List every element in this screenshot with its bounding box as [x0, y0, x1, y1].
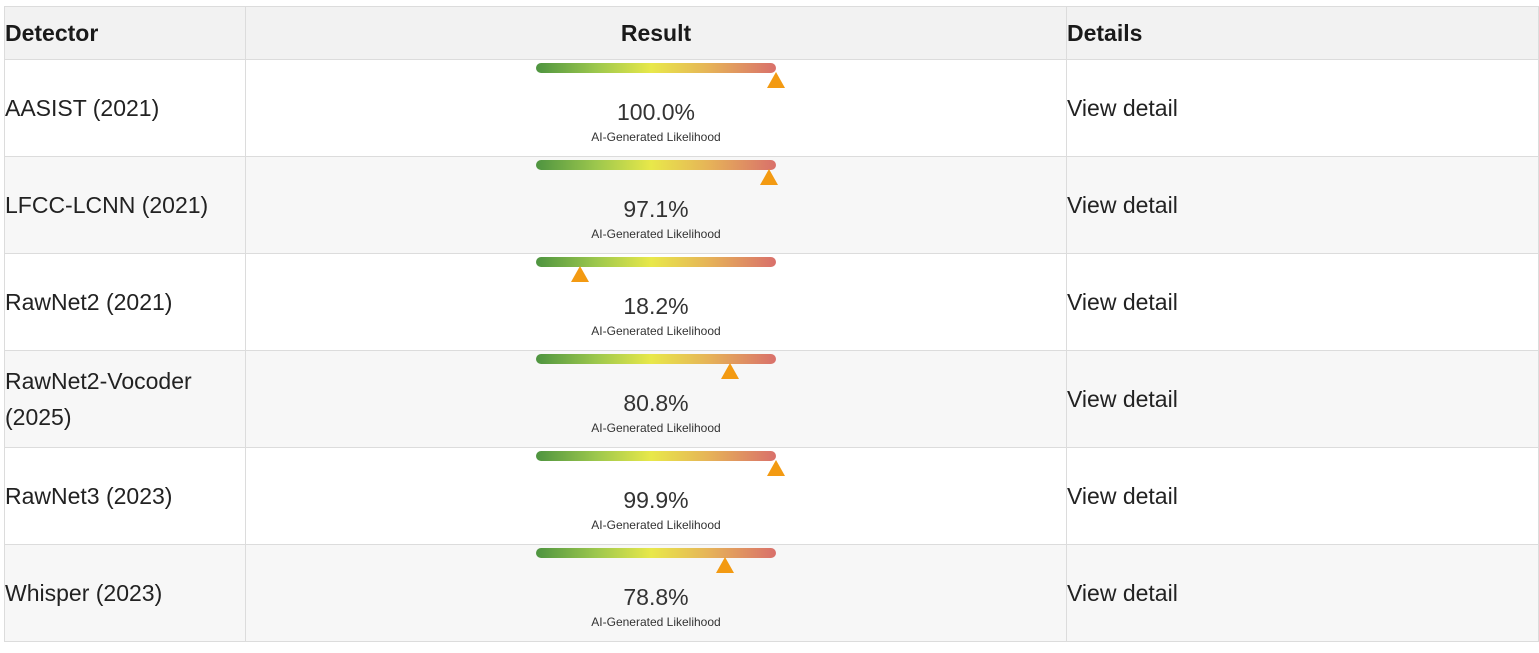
detector-name-text: RawNet2-Vocoder (2025)	[5, 368, 192, 430]
details-cell: View detail	[1066, 156, 1539, 254]
result-cell: 80.8% AI-Generated Likelihood	[245, 350, 1067, 448]
score-value: 80.8%	[623, 390, 689, 416]
likelihood-gauge: 99.9% AI-Generated Likelihood	[536, 451, 785, 541]
score-value: 100.0%	[616, 99, 695, 125]
table-row: RawNet2 (2021) 18.2% AI-Generated Likeli…	[4, 253, 1539, 351]
detector-name-text: Whisper (2023)	[5, 580, 163, 606]
detector-name-text: RawNet2 (2021)	[5, 289, 173, 315]
details-cell: View detail	[1066, 253, 1539, 351]
score-caption: AI-Generated Likelihood	[591, 615, 721, 629]
details-cell: View detail	[1066, 350, 1539, 448]
gauge-bar	[536, 548, 776, 558]
triangle-marker-icon	[760, 169, 779, 185]
score-caption: AI-Generated Likelihood	[591, 130, 721, 144]
gauge-bar	[536, 160, 776, 170]
detector-name-text: RawNet3 (2023)	[5, 483, 173, 509]
score-caption: AI-Generated Likelihood	[591, 324, 721, 338]
result-cell: 18.2% AI-Generated Likelihood	[245, 253, 1067, 351]
result-cell: 99.9% AI-Generated Likelihood	[245, 447, 1067, 545]
score-caption: AI-Generated Likelihood	[591, 227, 721, 241]
score-value: 78.8%	[623, 584, 689, 610]
detector-results-table: Detector Result Details AASIST (2021) 10…	[4, 6, 1539, 642]
detector-name: RawNet3 (2023)	[4, 447, 246, 545]
view-detail-link[interactable]: View detail	[1067, 579, 1178, 606]
view-detail-link[interactable]: View detail	[1067, 94, 1178, 121]
detector-name: Whisper (2023)	[4, 544, 246, 642]
details-cell: View detail	[1066, 447, 1539, 545]
table-row: RawNet3 (2023) 99.9% AI-Generated Likeli…	[4, 447, 1539, 545]
score-value: 97.1%	[623, 196, 689, 222]
score-caption: AI-Generated Likelihood	[591, 518, 721, 532]
score-caption: AI-Generated Likelihood	[591, 421, 721, 435]
gauge-bar	[536, 63, 776, 73]
likelihood-gauge: 80.8% AI-Generated Likelihood	[536, 354, 776, 444]
likelihood-gauge: 78.8% AI-Generated Likelihood	[536, 548, 776, 638]
detector-name: RawNet2-Vocoder (2025)	[4, 350, 246, 448]
table-header-row: Detector Result Details	[4, 6, 1539, 60]
gauge-bar	[536, 257, 776, 267]
table-row: Whisper (2023) 78.8% AI-Generated Likeli…	[4, 544, 1539, 642]
score-value: 18.2%	[623, 293, 689, 319]
triangle-marker-icon	[570, 266, 589, 282]
result-cell: 100.0% AI-Generated Likelihood	[245, 59, 1067, 157]
triangle-marker-icon	[767, 72, 785, 88]
score-value: 99.9%	[623, 487, 689, 513]
view-detail-link[interactable]: View detail	[1067, 482, 1178, 509]
header-result: Result	[245, 6, 1067, 60]
gauge-bar	[536, 451, 776, 461]
header-details: Details	[1066, 6, 1539, 60]
view-detail-link[interactable]: View detail	[1067, 385, 1178, 412]
detector-name-text: LFCC-LCNN (2021)	[5, 192, 209, 218]
likelihood-gauge: 18.2% AI-Generated Likelihood	[536, 257, 776, 347]
gauge-bar	[536, 354, 776, 364]
details-cell: View detail	[1066, 544, 1539, 642]
likelihood-gauge: 100.0% AI-Generated Likelihood	[536, 63, 785, 153]
detector-name: RawNet2 (2021)	[4, 253, 246, 351]
details-cell: View detail	[1066, 59, 1539, 157]
table-row: LFCC-LCNN (2021) 97.1% AI-Generated Like…	[4, 156, 1539, 254]
view-detail-link[interactable]: View detail	[1067, 288, 1178, 315]
detector-name: LFCC-LCNN (2021)	[4, 156, 246, 254]
table-row: RawNet2-Vocoder (2025) 80.8% AI-Generate…	[4, 350, 1539, 448]
result-cell: 97.1% AI-Generated Likelihood	[245, 156, 1067, 254]
detector-name-text: AASIST (2021)	[5, 95, 160, 121]
table-row: AASIST (2021) 100.0% AI-Generated Likeli…	[4, 59, 1539, 157]
triangle-marker-icon	[716, 557, 735, 573]
result-cell: 78.8% AI-Generated Likelihood	[245, 544, 1067, 642]
likelihood-gauge: 97.1% AI-Generated Likelihood	[536, 160, 779, 250]
detector-name: AASIST (2021)	[4, 59, 246, 157]
triangle-marker-icon	[720, 363, 739, 379]
view-detail-link[interactable]: View detail	[1067, 191, 1178, 218]
results-table-container: Detector Result Details AASIST (2021) 10…	[4, 6, 1539, 642]
triangle-marker-icon	[766, 460, 785, 476]
header-detector: Detector	[4, 6, 246, 60]
